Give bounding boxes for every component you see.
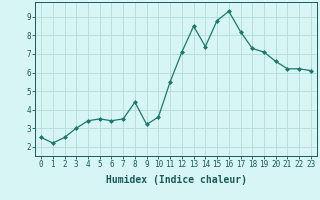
X-axis label: Humidex (Indice chaleur): Humidex (Indice chaleur) bbox=[106, 175, 246, 185]
